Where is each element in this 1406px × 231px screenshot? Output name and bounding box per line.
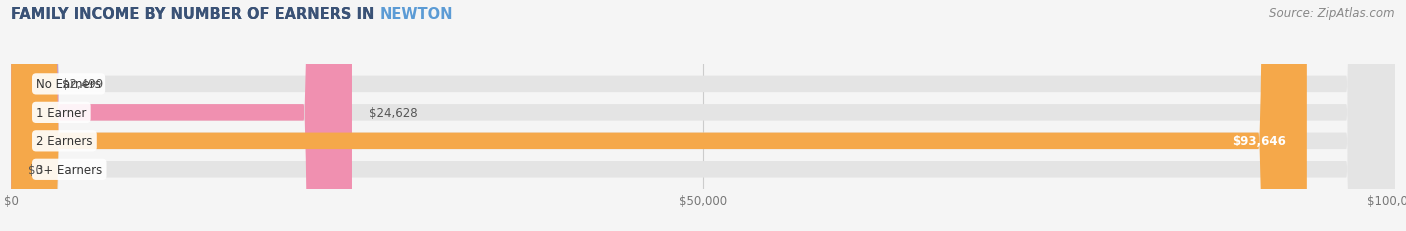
FancyBboxPatch shape <box>11 0 1395 231</box>
Text: No Earners: No Earners <box>37 78 101 91</box>
Text: Source: ZipAtlas.com: Source: ZipAtlas.com <box>1270 7 1395 20</box>
Text: FAMILY INCOME BY NUMBER OF EARNERS IN: FAMILY INCOME BY NUMBER OF EARNERS IN <box>11 7 380 22</box>
FancyBboxPatch shape <box>11 0 1306 231</box>
Text: $24,628: $24,628 <box>368 106 418 119</box>
Text: $93,646: $93,646 <box>1232 135 1286 148</box>
Text: 3+ Earners: 3+ Earners <box>37 163 103 176</box>
FancyBboxPatch shape <box>11 0 1395 231</box>
FancyBboxPatch shape <box>0 0 59 231</box>
FancyBboxPatch shape <box>11 0 1395 231</box>
Text: 2 Earners: 2 Earners <box>37 135 93 148</box>
Text: FAMILY INCOME BY NUMBER OF EARNERS IN: FAMILY INCOME BY NUMBER OF EARNERS IN <box>11 7 380 22</box>
FancyBboxPatch shape <box>11 0 352 231</box>
Text: 1 Earner: 1 Earner <box>37 106 87 119</box>
Text: $0: $0 <box>28 163 42 176</box>
Text: $2,499: $2,499 <box>62 78 104 91</box>
FancyBboxPatch shape <box>11 0 1395 231</box>
Text: NEWTON: NEWTON <box>380 7 453 22</box>
